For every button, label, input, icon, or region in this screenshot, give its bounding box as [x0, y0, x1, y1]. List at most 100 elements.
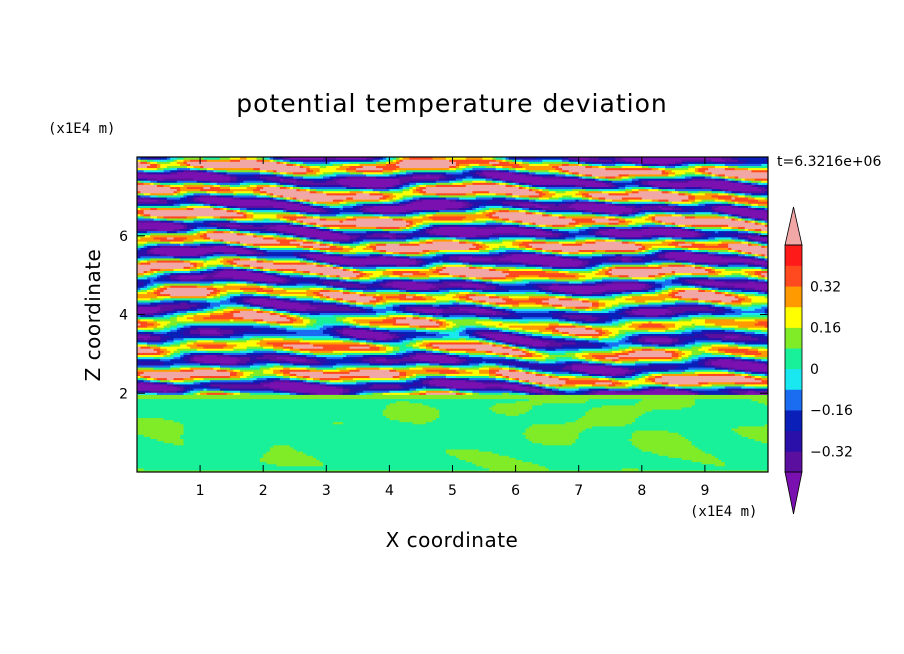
- contour-cell: [392, 306, 400, 309]
- contour-cell: [681, 316, 693, 320]
- contour-cell: [694, 369, 723, 372]
- contour-cell: [598, 228, 610, 232]
- contour-cell: [475, 335, 480, 339]
- contour-cell: [326, 276, 334, 280]
- contour-cell: [558, 230, 570, 234]
- contour-cell: [283, 194, 384, 198]
- contour-cell: [180, 367, 191, 370]
- contour-cell: [714, 367, 723, 370]
- contour-cell: [661, 190, 669, 194]
- contour-cell: [748, 236, 752, 240]
- contour-cell: [266, 341, 311, 345]
- contour-cell: [269, 222, 281, 225]
- contour-cell: [266, 377, 281, 381]
- contour-cell: [349, 268, 357, 271]
- contour-cell: [472, 289, 483, 292]
- contour-cell: [140, 255, 175, 259]
- contour-cell: [352, 207, 361, 211]
- contour-cell: [233, 259, 258, 263]
- contour-cell: [671, 341, 683, 345]
- contour-cell: [675, 238, 686, 242]
- contour-cell: [688, 262, 693, 265]
- contour-cell: [246, 213, 254, 217]
- contour-cell: [588, 362, 600, 366]
- contour-cell: [721, 201, 729, 204]
- contour-cell: [575, 375, 593, 379]
- contour-cell: [495, 293, 550, 297]
- contour-cell: [648, 377, 656, 381]
- contour-cell: [369, 346, 381, 349]
- contour-cell: [462, 388, 510, 391]
- contour-cell: [512, 259, 583, 263]
- contour-cell: [406, 371, 440, 374]
- contour-cell: [249, 364, 261, 368]
- contour-cell: [309, 341, 361, 345]
- contour-cell: [183, 329, 191, 332]
- contour-cell: [635, 331, 683, 334]
- contour-cell: [535, 358, 547, 362]
- contour-cell: [180, 421, 334, 425]
- contour-cell: [558, 377, 570, 381]
- contour-cell: [708, 306, 719, 309]
- contour-cell: [229, 354, 264, 358]
- contour-cell: [469, 238, 480, 242]
- contour-cell: [552, 304, 563, 307]
- contour-cell: [226, 259, 234, 263]
- contour-cell: [190, 352, 224, 355]
- contour-cell: [253, 266, 258, 269]
- contour-cell: [608, 192, 630, 196]
- contour-cell: [764, 196, 768, 200]
- contour-cell: [724, 293, 733, 297]
- contour-cell: [518, 381, 523, 385]
- contour-cell: [286, 272, 301, 276]
- contour-cell: [153, 348, 161, 351]
- contour-cell: [269, 358, 288, 362]
- contour-cell: [625, 190, 633, 194]
- contour-cell: [432, 224, 444, 227]
- contour-cell: [439, 289, 450, 292]
- contour-cell: [166, 339, 175, 343]
- contour-cell: [293, 199, 298, 202]
- contour-cell: [243, 289, 258, 292]
- contour-cell: [548, 205, 570, 208]
- contour-cell: [396, 320, 437, 324]
- contour-cell: [140, 194, 151, 198]
- contour-cell: [665, 325, 676, 328]
- contour-cell: [655, 238, 666, 242]
- contour-cell: [711, 453, 768, 456]
- contour-cell: [279, 293, 307, 297]
- contour-cell: [293, 234, 298, 238]
- contour-cell: [273, 388, 281, 391]
- contour-cell: [160, 299, 175, 303]
- contour-cell: [665, 274, 673, 278]
- contour-cell: [322, 251, 327, 255]
- contour-cell: [751, 184, 756, 187]
- contour-cell: [249, 264, 317, 267]
- contour-cell: [349, 333, 390, 337]
- contour-cell: [482, 360, 487, 364]
- contour-cell: [369, 320, 397, 324]
- contour-cell: [738, 194, 746, 198]
- contour-cell: [721, 255, 743, 259]
- contour-cell: [319, 217, 327, 221]
- contour-cell: [220, 192, 234, 196]
- contour-cell: [362, 211, 374, 215]
- contour-cell: [273, 196, 278, 200]
- contour-cell: [439, 415, 583, 418]
- contour-cell: [661, 222, 666, 225]
- contour-cell: [439, 301, 454, 305]
- contour-cell: [588, 262, 596, 265]
- contour-cell: [362, 304, 374, 307]
- contour-cell: [578, 369, 630, 372]
- contour-cell: [160, 322, 168, 326]
- contour-cell: [249, 304, 254, 307]
- contour-cell: [452, 238, 460, 242]
- contour-cell: [362, 203, 381, 206]
- contour-cell: [532, 369, 537, 372]
- contour-cell: [316, 318, 337, 322]
- contour-cell: [605, 331, 613, 334]
- contour-cell: [273, 230, 281, 234]
- contour-cell: [751, 301, 768, 305]
- contour-cell: [518, 224, 527, 227]
- contour-cell: [163, 417, 390, 421]
